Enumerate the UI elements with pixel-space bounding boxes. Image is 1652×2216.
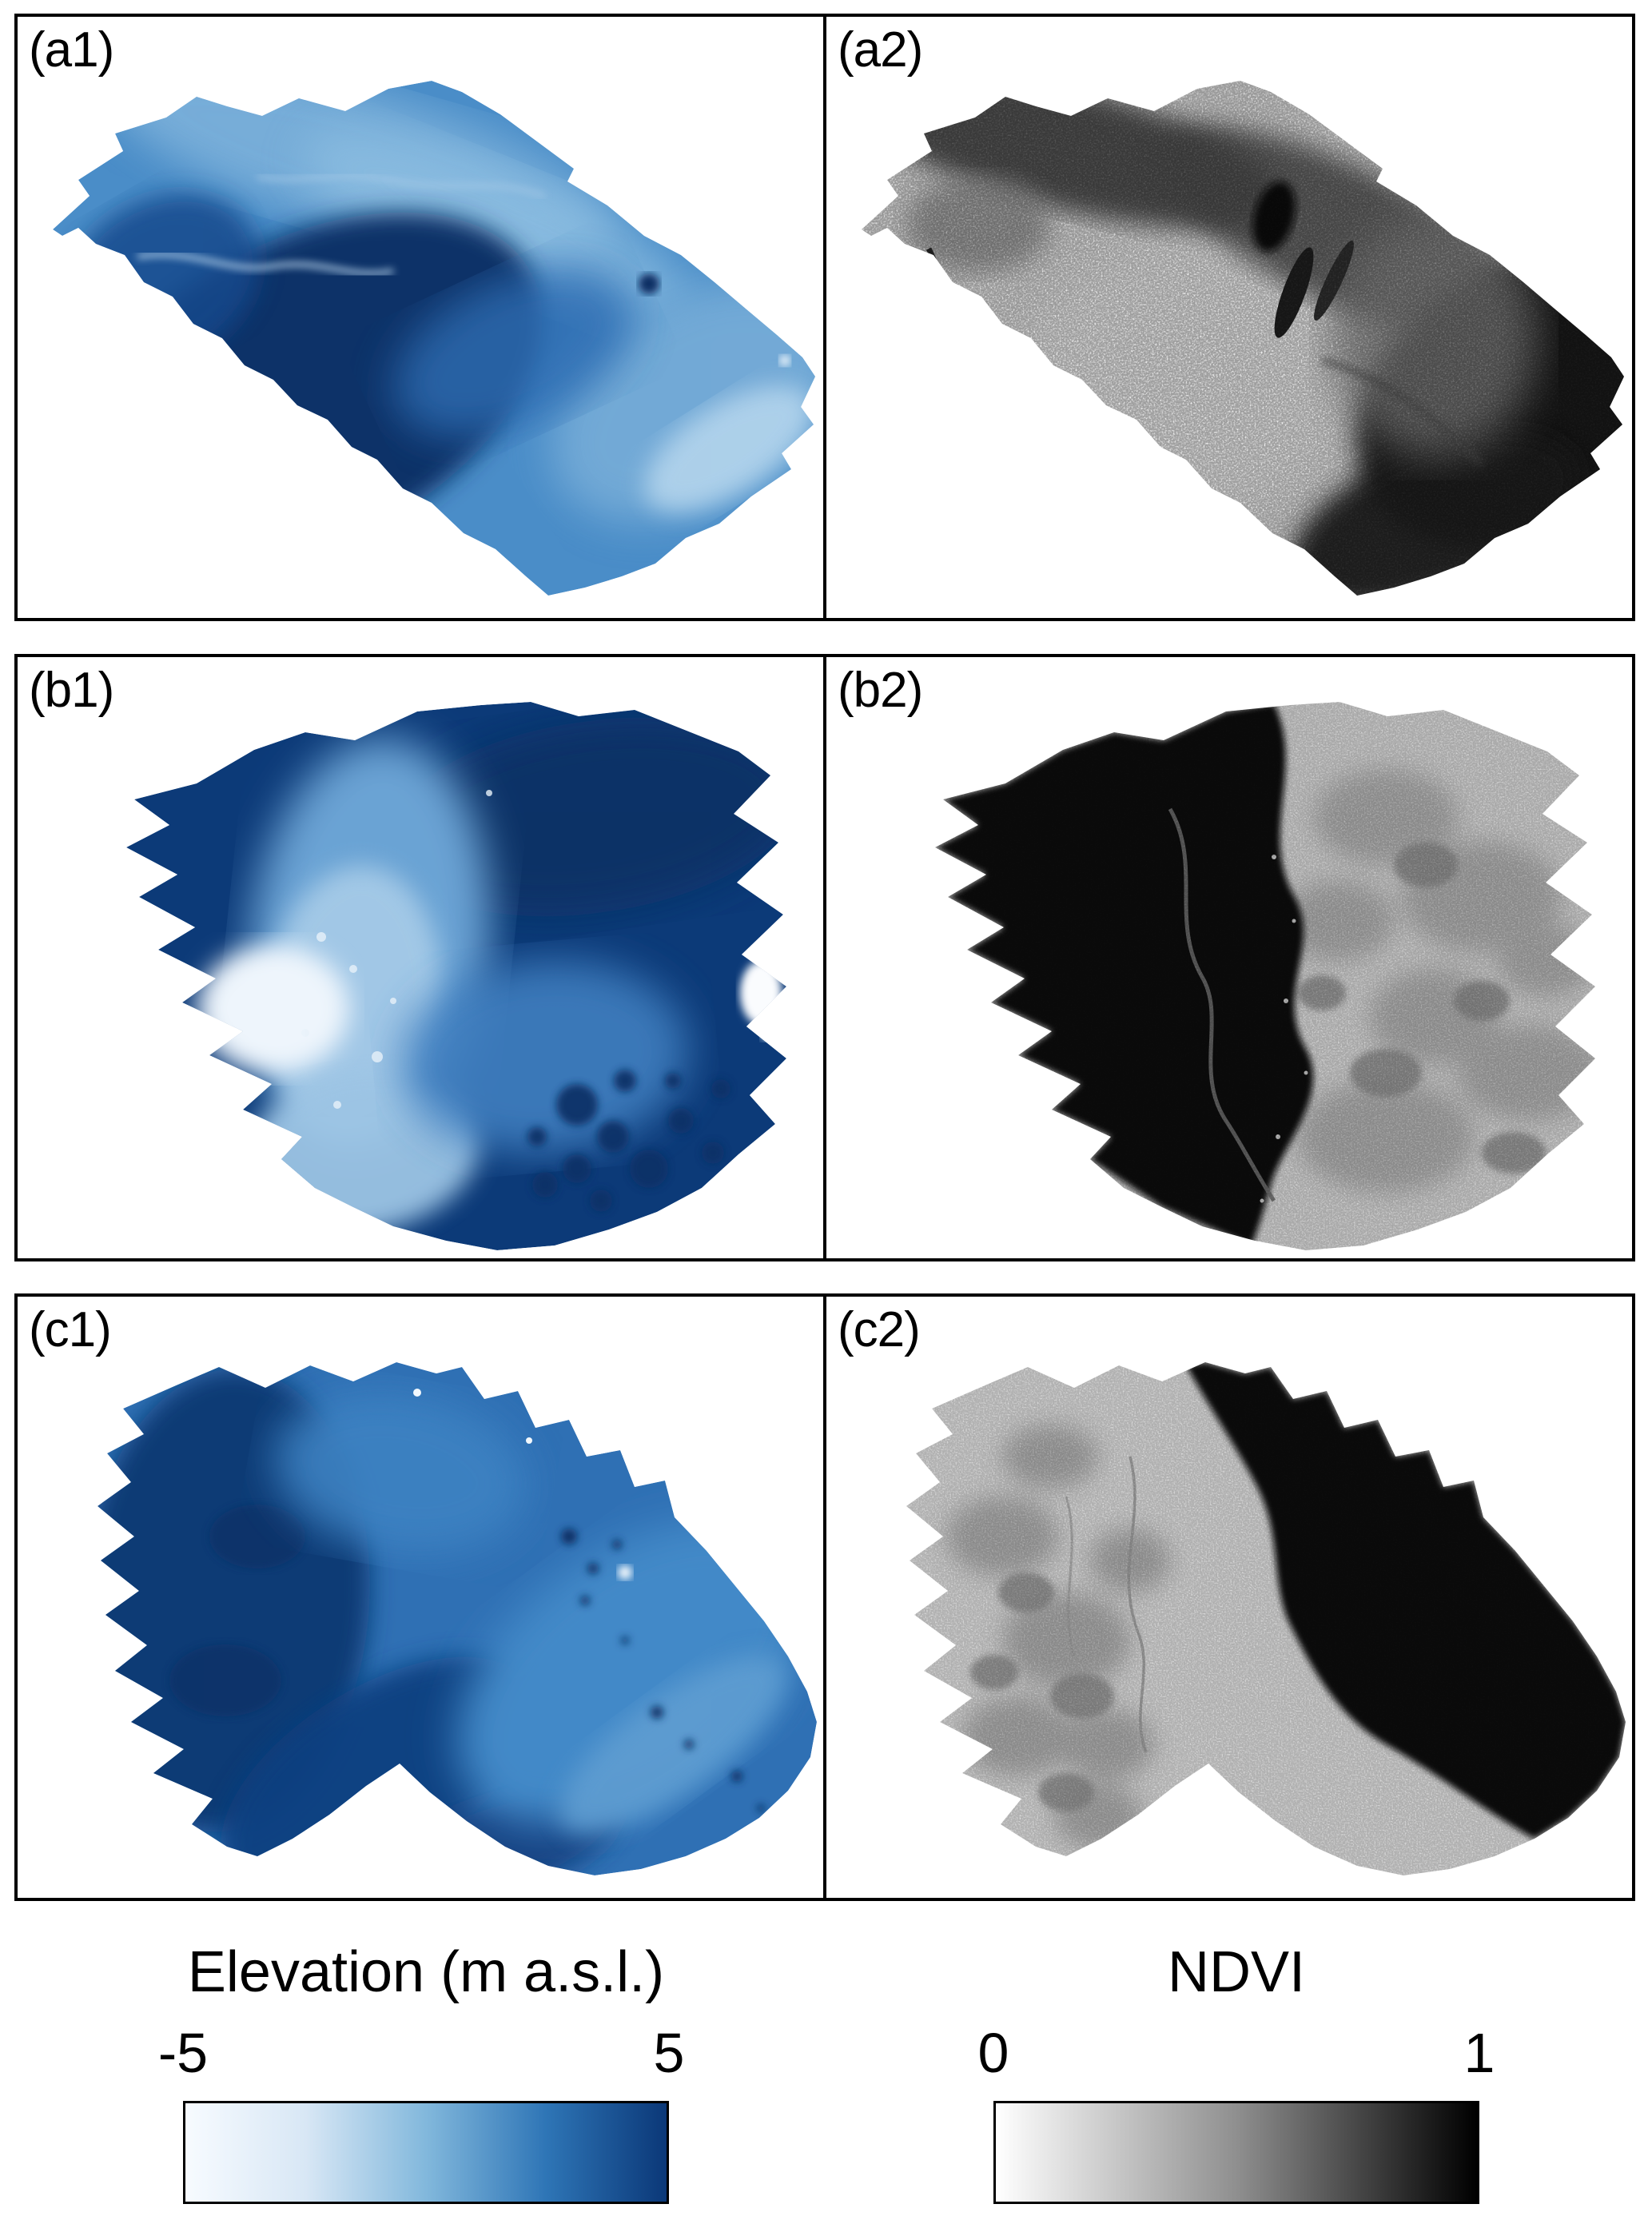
map-b1-elevation [126,702,786,1250]
map-b1-footprint [126,702,786,1250]
map-b2-footprint [935,702,1595,1250]
map-b2-ndvi [935,702,1595,1250]
panel-c2-label: (c2) [838,1302,921,1357]
panel-row-b: (b1) [14,654,1635,1261]
panel-row-a: (a1) [14,14,1635,621]
map-a2-noise [862,81,1624,596]
legend-elevation-title: Elevation (m a.s.l.) [187,1940,665,2004]
panel-b1-label: (b1) [29,663,114,718]
legend-ndvi-max-tick: 1 [1463,2022,1495,2084]
map-c2-ndvi [906,1362,1626,1875]
map-c1-dark-dots [561,1528,765,1812]
map-c1-footprint [98,1362,817,1875]
panel-c1-label: (c1) [29,1302,112,1357]
legend-ndvi-title: NDVI [1167,1940,1306,2004]
map-c1-elevation [98,1362,817,1875]
map-a2-footprint [862,81,1624,596]
panel-b2-label: (b2) [838,663,923,718]
colorbar-ndvi [993,2101,1479,2204]
panel-a1-label: (a1) [29,22,114,78]
panel-c1: (c1) [18,1297,826,1898]
legend-ndvi-min-tick: 0 [977,2022,1009,2084]
map-b2-noise [935,702,1595,1250]
panel-row-c: (c1) [14,1293,1635,1901]
panel-a1: (a1) [18,17,826,618]
legend-elevation-min-tick: -5 [157,2022,209,2084]
legend-elevation-max-tick: 5 [653,2022,685,2084]
map-c2-noise [906,1362,1626,1875]
map-a1-footprint [53,81,815,596]
map-c2-footprint [906,1362,1626,1875]
map-a1-elevation [53,81,815,596]
panel-b2: (b2) [826,657,1632,1258]
panel-a2-label: (a2) [838,22,923,78]
map-b1-light-speckle [301,790,492,1109]
map-b1-dark-mottle [527,1070,730,1212]
panel-c2: (c2) [826,1297,1632,1898]
panel-a2: (a2) [826,17,1632,618]
map-b1-shading [197,717,786,1234]
panel-b1: (b1) [18,657,826,1258]
colorbar-elevation [183,2101,669,2204]
map-a2-ndvi [862,81,1624,596]
